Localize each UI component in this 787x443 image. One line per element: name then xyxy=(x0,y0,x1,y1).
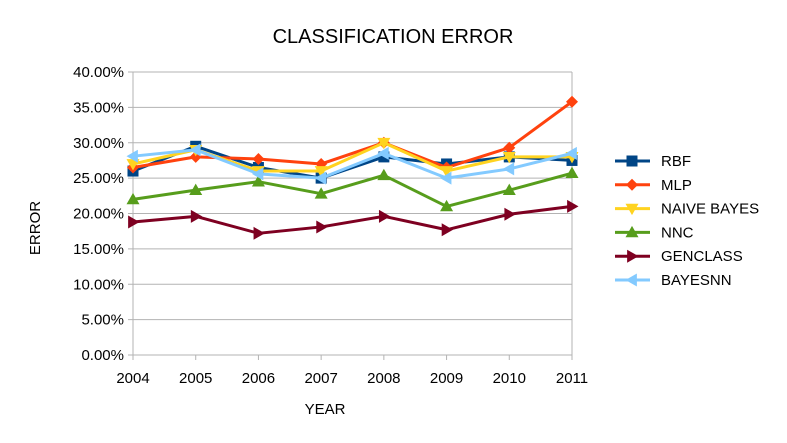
series-genclass-point xyxy=(504,207,516,221)
legend-genclass-marker xyxy=(627,249,639,263)
y-tick-label: 10.00% xyxy=(73,276,124,293)
series-nnc-point xyxy=(377,168,391,181)
legend-mlp-marker xyxy=(626,178,638,191)
y-tick-label: 0.00% xyxy=(81,347,124,364)
grid-layer xyxy=(133,71,572,356)
legend-naive-bayes-label: NAIVE BAYES xyxy=(661,201,759,218)
series-bayesnn-point xyxy=(126,149,138,163)
series-naive-bayes-point xyxy=(126,159,140,171)
series-bayesnn xyxy=(126,143,577,185)
legend-nnc-marker xyxy=(625,225,639,238)
legend-item-nnc: NNC xyxy=(615,224,694,241)
series-nnc-point xyxy=(126,192,140,205)
series-nnc-point xyxy=(189,183,203,196)
series-nnc-line xyxy=(131,171,574,208)
legend-mlp-label: MLP xyxy=(661,177,692,194)
series-genclass-point xyxy=(128,215,140,229)
y-tick-label: 5.00% xyxy=(81,312,124,329)
x-tick-label: 2007 xyxy=(304,370,337,387)
series-mlp-point xyxy=(566,95,578,108)
x-tick-label: 2005 xyxy=(179,370,212,387)
series-genclass-point xyxy=(567,199,579,213)
y-tick-label: 25.00% xyxy=(73,170,124,187)
y-tick-label: 15.00% xyxy=(73,241,124,258)
legend-genclass-label: GENCLASS xyxy=(661,248,743,265)
series-bayesnn-point xyxy=(189,143,201,157)
series-naive-bayes-point xyxy=(314,166,328,178)
y-axis-title: ERROR xyxy=(27,201,44,255)
legend-item-genclass: GENCLASS xyxy=(615,248,743,265)
series-genclass-point xyxy=(441,223,454,237)
series-genclass-point xyxy=(316,220,328,234)
series-nnc xyxy=(126,166,579,212)
series-nnc-point xyxy=(565,166,579,179)
legend-bayesnn-label: BAYESNN xyxy=(661,272,732,289)
series-bayesnn-point xyxy=(440,171,452,185)
series-genclass xyxy=(128,199,579,240)
series-naive-bayes-point xyxy=(377,137,391,150)
axis-layer: 0.00% 5.00% 10.00% 15.00% 20.00% 25.00% 30.00%… xyxy=(73,64,588,387)
series-nnc-point xyxy=(251,175,265,187)
series-nnc-point xyxy=(502,183,516,196)
series-bayesnn-point xyxy=(565,146,577,160)
series-naive-bayes-point xyxy=(502,152,516,164)
series-bayesnn-point xyxy=(502,162,515,176)
legend-bayesnn-marker xyxy=(625,273,637,287)
y-tick-label: 20.00% xyxy=(73,206,124,223)
legend-item-rbf: RBF xyxy=(615,153,691,170)
x-tick-label: 2011 xyxy=(556,370,588,387)
x-tick-label: 2010 xyxy=(493,370,526,387)
x-tick-label: 2008 xyxy=(367,370,400,387)
series-mlp-point xyxy=(503,141,516,154)
series-bayesnn-point xyxy=(251,167,264,181)
y-tick-label: 40.00% xyxy=(73,64,124,81)
legend: RBF MLP NAIVE BAYES NNC GENCLASS BAYESNN xyxy=(615,153,759,289)
series-genclass-point xyxy=(190,209,203,223)
y-tick-label: 30.00% xyxy=(73,135,124,152)
legend-item-mlp: MLP xyxy=(615,177,692,194)
legend-nnc-label: NNC xyxy=(661,224,694,241)
legend-rbf-marker xyxy=(626,155,638,167)
series-genclass-line xyxy=(131,204,574,235)
series-bayesnn-point xyxy=(377,146,389,160)
series-naive-bayes-point xyxy=(440,166,454,178)
series-layer xyxy=(126,95,579,240)
x-tick-label: 2006 xyxy=(242,370,275,387)
legend-naive-bayes-marker xyxy=(625,203,639,216)
legend-item-naive-bayes: NAIVE BAYES xyxy=(615,201,759,218)
x-tick-label: 2009 xyxy=(430,370,463,387)
series-mlp-point xyxy=(252,153,265,166)
legend-item-bayesnn: BAYESNN xyxy=(615,272,732,289)
series-genclass-point xyxy=(253,226,265,240)
x-axis-title: YEAR xyxy=(305,401,346,418)
series-nnc-point xyxy=(314,187,328,199)
series-bayesnn-point xyxy=(314,171,327,185)
series-bayesnn-line xyxy=(131,148,574,180)
legend-rbf-label: RBF xyxy=(661,153,691,170)
series-nnc-point xyxy=(440,199,454,212)
x-tick-label: 2004 xyxy=(116,370,149,387)
chart-title: CLASSIFICATION ERROR xyxy=(273,26,514,48)
series-genclass-point xyxy=(378,209,391,223)
y-tick-label: 35.00% xyxy=(73,99,124,116)
series-mlp-line xyxy=(131,100,574,170)
